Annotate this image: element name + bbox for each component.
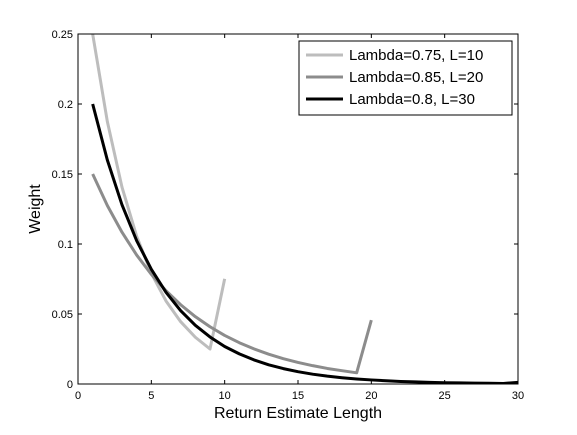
y-tick-label: 0.25 [52,29,73,41]
y-tick-label: 0 [67,379,73,391]
series-line-2 [91,173,373,375]
y-tick-label: 0.2 [58,99,73,111]
x-tick-label: 25 [439,390,451,402]
y-tick-label: 0.05 [52,309,73,321]
series-layer [91,34,518,384]
series-line-3 [91,103,518,384]
x-tick-label: 30 [512,390,524,402]
x-tick-label: 20 [365,390,377,402]
x-axis-label: Return Estimate Length [214,405,382,422]
legend: Lambda=0.75, L=10 Lambda=0.85, L=20 Lambda… [298,40,513,116]
x-tick-label: 5 [148,390,154,402]
series-line-1 [91,34,227,351]
legend-label: Lambda=0.8, L=30 [349,91,475,108]
y-axis-label: Weight [27,184,44,234]
y-tick-label: 0.1 [58,239,73,251]
x-tick-label: 0 [75,390,81,402]
x-tick-label: 10 [219,390,231,402]
ticks-layer: 0 5 10 15 20 25 30 0 0.05 0.1 0.15 0.2 0.25 [52,29,525,402]
legend-label: Lambda=0.85, L=20 [349,69,483,86]
legend-label: Lambda=0.75, L=10 [349,47,483,64]
y-tick-label: 0.15 [52,169,73,181]
x-tick-label: 15 [292,390,304,402]
